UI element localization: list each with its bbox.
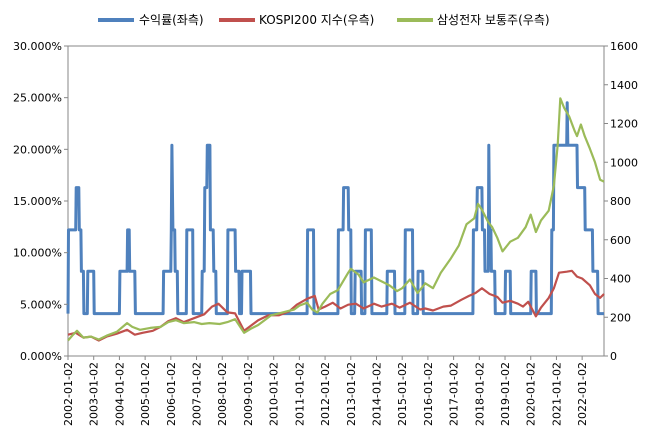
plot-area-frame bbox=[67, 45, 605, 357]
x-axis-tick-label: 2018-01-02 bbox=[473, 362, 486, 426]
x-axis-tick-label: 2011-01-02 bbox=[293, 362, 306, 426]
left-axis-tick-label: 20.000% bbox=[13, 143, 62, 156]
right-axis: 0 200 400 600 800 1000 1200 1400 1600 bbox=[604, 40, 638, 363]
left-axis-tick-label: 5.000% bbox=[20, 298, 62, 311]
x-axis-tick-label: 2021-01-02 bbox=[550, 362, 563, 426]
right-axis-tick-label: 1600 bbox=[610, 40, 638, 53]
x-axis-tick-label: 2015-01-02 bbox=[396, 362, 409, 426]
right-axis-tick-label: 400 bbox=[610, 273, 631, 286]
x-axis-tick-label: 2005-01-02 bbox=[139, 362, 152, 426]
x-axis-tick-label: 2016-01-02 bbox=[422, 362, 435, 426]
x-axis-tick-label: 2007-01-02 bbox=[191, 362, 204, 426]
series-layer bbox=[66, 97, 605, 342]
right-axis-tick-label: 600 bbox=[610, 234, 631, 247]
series-kospi200-line bbox=[67, 269, 605, 342]
right-axis-tick-label: 0 bbox=[610, 350, 617, 363]
legend-label-returns: 수익률(좌측) bbox=[139, 13, 204, 27]
x-axis-tick-label: 2010-01-02 bbox=[268, 362, 281, 426]
x-axis-tick-label: 2009-01-02 bbox=[242, 362, 255, 426]
left-axis-tick-label: 25.000% bbox=[13, 92, 62, 105]
left-axis-tick-label: 30.000% bbox=[13, 40, 62, 53]
x-axis-tick-label: 2008-01-02 bbox=[216, 362, 229, 426]
legend-label-samsung: 삼성전자 보통주(우측) bbox=[437, 13, 550, 27]
left-axis: 0.000% 5.000% 10.000% 15.000% 20.000% 25.000%… bbox=[13, 40, 68, 363]
x-axis-tick-label: 2003-01-02 bbox=[88, 362, 101, 426]
x-axis-tick-label: 2012-01-02 bbox=[319, 362, 332, 426]
left-axis-tick-label: 10.000% bbox=[13, 247, 62, 260]
right-axis-tick-label: 1200 bbox=[610, 118, 638, 131]
series-samsung-line bbox=[67, 97, 605, 342]
x-axis-tick-label: 2014-01-02 bbox=[371, 362, 384, 426]
series-returns-line bbox=[66, 101, 604, 316]
x-axis-tick-label: 2019-01-02 bbox=[499, 362, 512, 426]
x-axis-tick-label: 2022-01-02 bbox=[576, 362, 589, 426]
legend: 수익률(좌측) KOSPI200 지수(우측) 삼성전자 보통주(우측) bbox=[98, 13, 550, 27]
x-axis: 2002-01-02 2003-01-02 2004-01-02 2005-01-02… bbox=[62, 356, 589, 426]
x-axis-tick-label: 2002-01-02 bbox=[62, 362, 75, 426]
x-axis-tick-label: 2013-01-02 bbox=[345, 362, 358, 426]
left-axis-tick-label: 0.000% bbox=[20, 350, 62, 363]
right-axis-tick-label: 1000 bbox=[610, 156, 638, 169]
x-axis-tick-label: 2004-01-02 bbox=[113, 362, 126, 426]
x-axis-tick-label: 2006-01-02 bbox=[165, 362, 178, 426]
right-axis-tick-label: 800 bbox=[610, 195, 631, 208]
right-axis-tick-label: 1400 bbox=[610, 79, 638, 92]
left-axis-tick-label: 15.000% bbox=[13, 195, 62, 208]
x-axis-tick-label: 2017-01-02 bbox=[448, 362, 461, 426]
x-axis-tick-label: 2020-01-02 bbox=[525, 362, 538, 426]
legend-label-kospi200: KOSPI200 지수(우측) bbox=[259, 13, 374, 27]
right-axis-tick-label: 200 bbox=[610, 311, 631, 324]
